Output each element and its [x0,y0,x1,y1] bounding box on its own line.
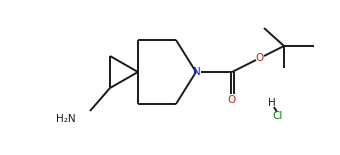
Text: H₂N: H₂N [56,114,76,124]
Text: N: N [193,67,201,77]
Text: Cl: Cl [273,111,283,121]
Text: O: O [256,53,264,63]
Text: H: H [268,98,276,108]
Text: O: O [228,95,236,105]
